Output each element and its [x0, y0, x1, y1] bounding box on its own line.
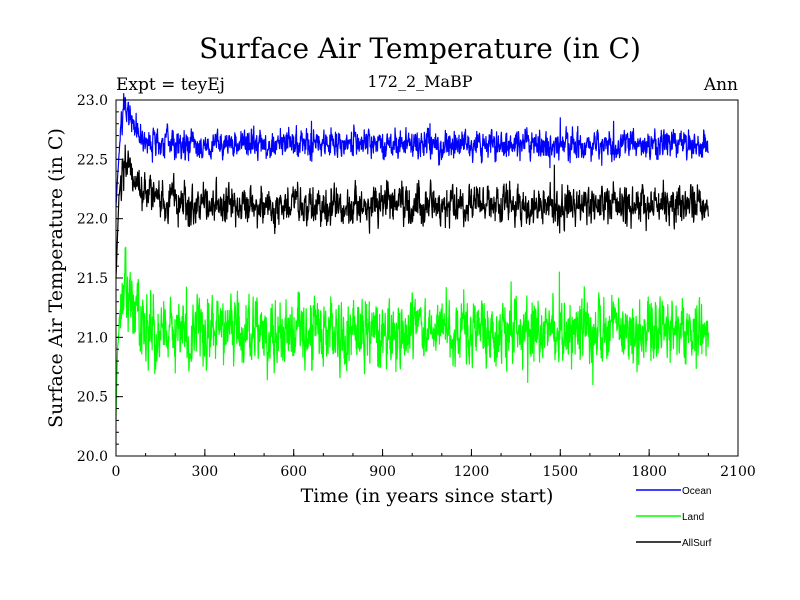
y-tick-label: 22.0: [77, 212, 108, 228]
run-label: 172_2_MaBP: [367, 72, 472, 91]
legend-label-land: Land: [682, 512, 704, 523]
x-tick-label: 1200: [454, 464, 490, 480]
x-tick-label: 2100: [720, 464, 756, 480]
plot-frame: [115, 99, 739, 457]
legend-label-allsurf: AllSurf: [682, 538, 712, 549]
x-tick-label: 0: [112, 464, 121, 480]
x-tick-label: 300: [191, 464, 218, 480]
y-tick-label: 21.0: [77, 330, 108, 346]
experiment-label: Expt = teyEj: [116, 75, 225, 95]
series-layer: [115, 92, 709, 420]
x-tick-label: 900: [369, 464, 396, 480]
period-label: Ann: [703, 75, 738, 95]
y-tick-label: 21.5: [77, 271, 108, 287]
y-axis-label: Surface Air Temperature (in C): [45, 128, 67, 428]
x-tick-label: 1800: [631, 464, 667, 480]
y-tick-label: 20.0: [77, 449, 108, 465]
x-tick-label: 600: [280, 464, 307, 480]
series-line-land: [115, 246, 709, 420]
y-tick-label: 23.0: [77, 93, 108, 109]
y-tick-label: 20.5: [77, 390, 108, 406]
chart-title: Surface Air Temperature (in C): [199, 32, 641, 65]
x-axis-label: Time (in years since start): [301, 485, 554, 507]
legend: Ocean Land AllSurf: [636, 486, 712, 549]
y-tick-label: 22.5: [77, 152, 108, 168]
x-tick-label: 1500: [542, 464, 578, 480]
legend-label-ocean: Ocean: [682, 486, 711, 497]
series-line-ocean: [115, 92, 709, 207]
series-line-allsurf: [115, 144, 709, 279]
